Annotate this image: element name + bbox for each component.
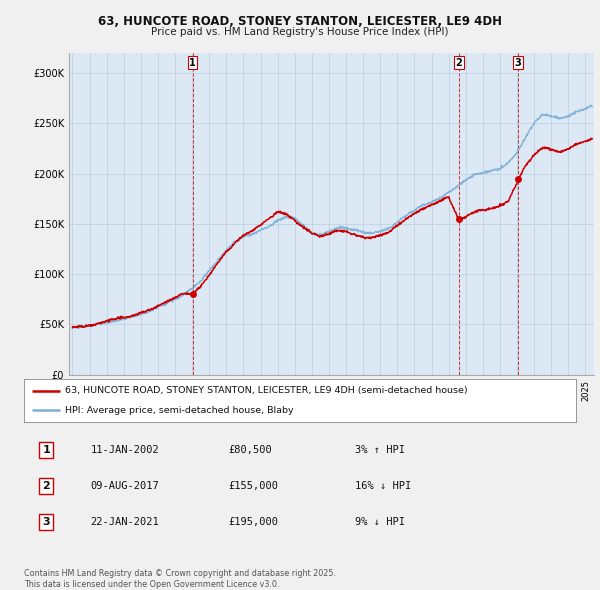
Text: 22-JAN-2021: 22-JAN-2021 (90, 517, 159, 527)
Text: £80,500: £80,500 (228, 445, 272, 455)
Text: £155,000: £155,000 (228, 481, 278, 491)
Text: 1: 1 (42, 445, 50, 455)
Text: HPI: Average price, semi-detached house, Blaby: HPI: Average price, semi-detached house,… (65, 406, 294, 415)
Text: 2: 2 (455, 58, 462, 68)
Text: 63, HUNCOTE ROAD, STONEY STANTON, LEICESTER, LE9 4DH: 63, HUNCOTE ROAD, STONEY STANTON, LEICES… (98, 15, 502, 28)
Text: 3: 3 (42, 517, 50, 527)
Text: 1: 1 (189, 58, 196, 68)
Text: 63, HUNCOTE ROAD, STONEY STANTON, LEICESTER, LE9 4DH (semi-detached house): 63, HUNCOTE ROAD, STONEY STANTON, LEICES… (65, 386, 468, 395)
Text: 2: 2 (42, 481, 50, 491)
Text: 3% ↑ HPI: 3% ↑ HPI (355, 445, 405, 455)
Text: 3: 3 (515, 58, 521, 68)
Text: Contains HM Land Registry data © Crown copyright and database right 2025.
This d: Contains HM Land Registry data © Crown c… (24, 569, 336, 589)
Text: 09-AUG-2017: 09-AUG-2017 (90, 481, 159, 491)
Text: £195,000: £195,000 (228, 517, 278, 527)
Text: 9% ↓ HPI: 9% ↓ HPI (355, 517, 405, 527)
Text: 11-JAN-2002: 11-JAN-2002 (90, 445, 159, 455)
Text: 16% ↓ HPI: 16% ↓ HPI (355, 481, 412, 491)
Text: Price paid vs. HM Land Registry's House Price Index (HPI): Price paid vs. HM Land Registry's House … (151, 27, 449, 37)
